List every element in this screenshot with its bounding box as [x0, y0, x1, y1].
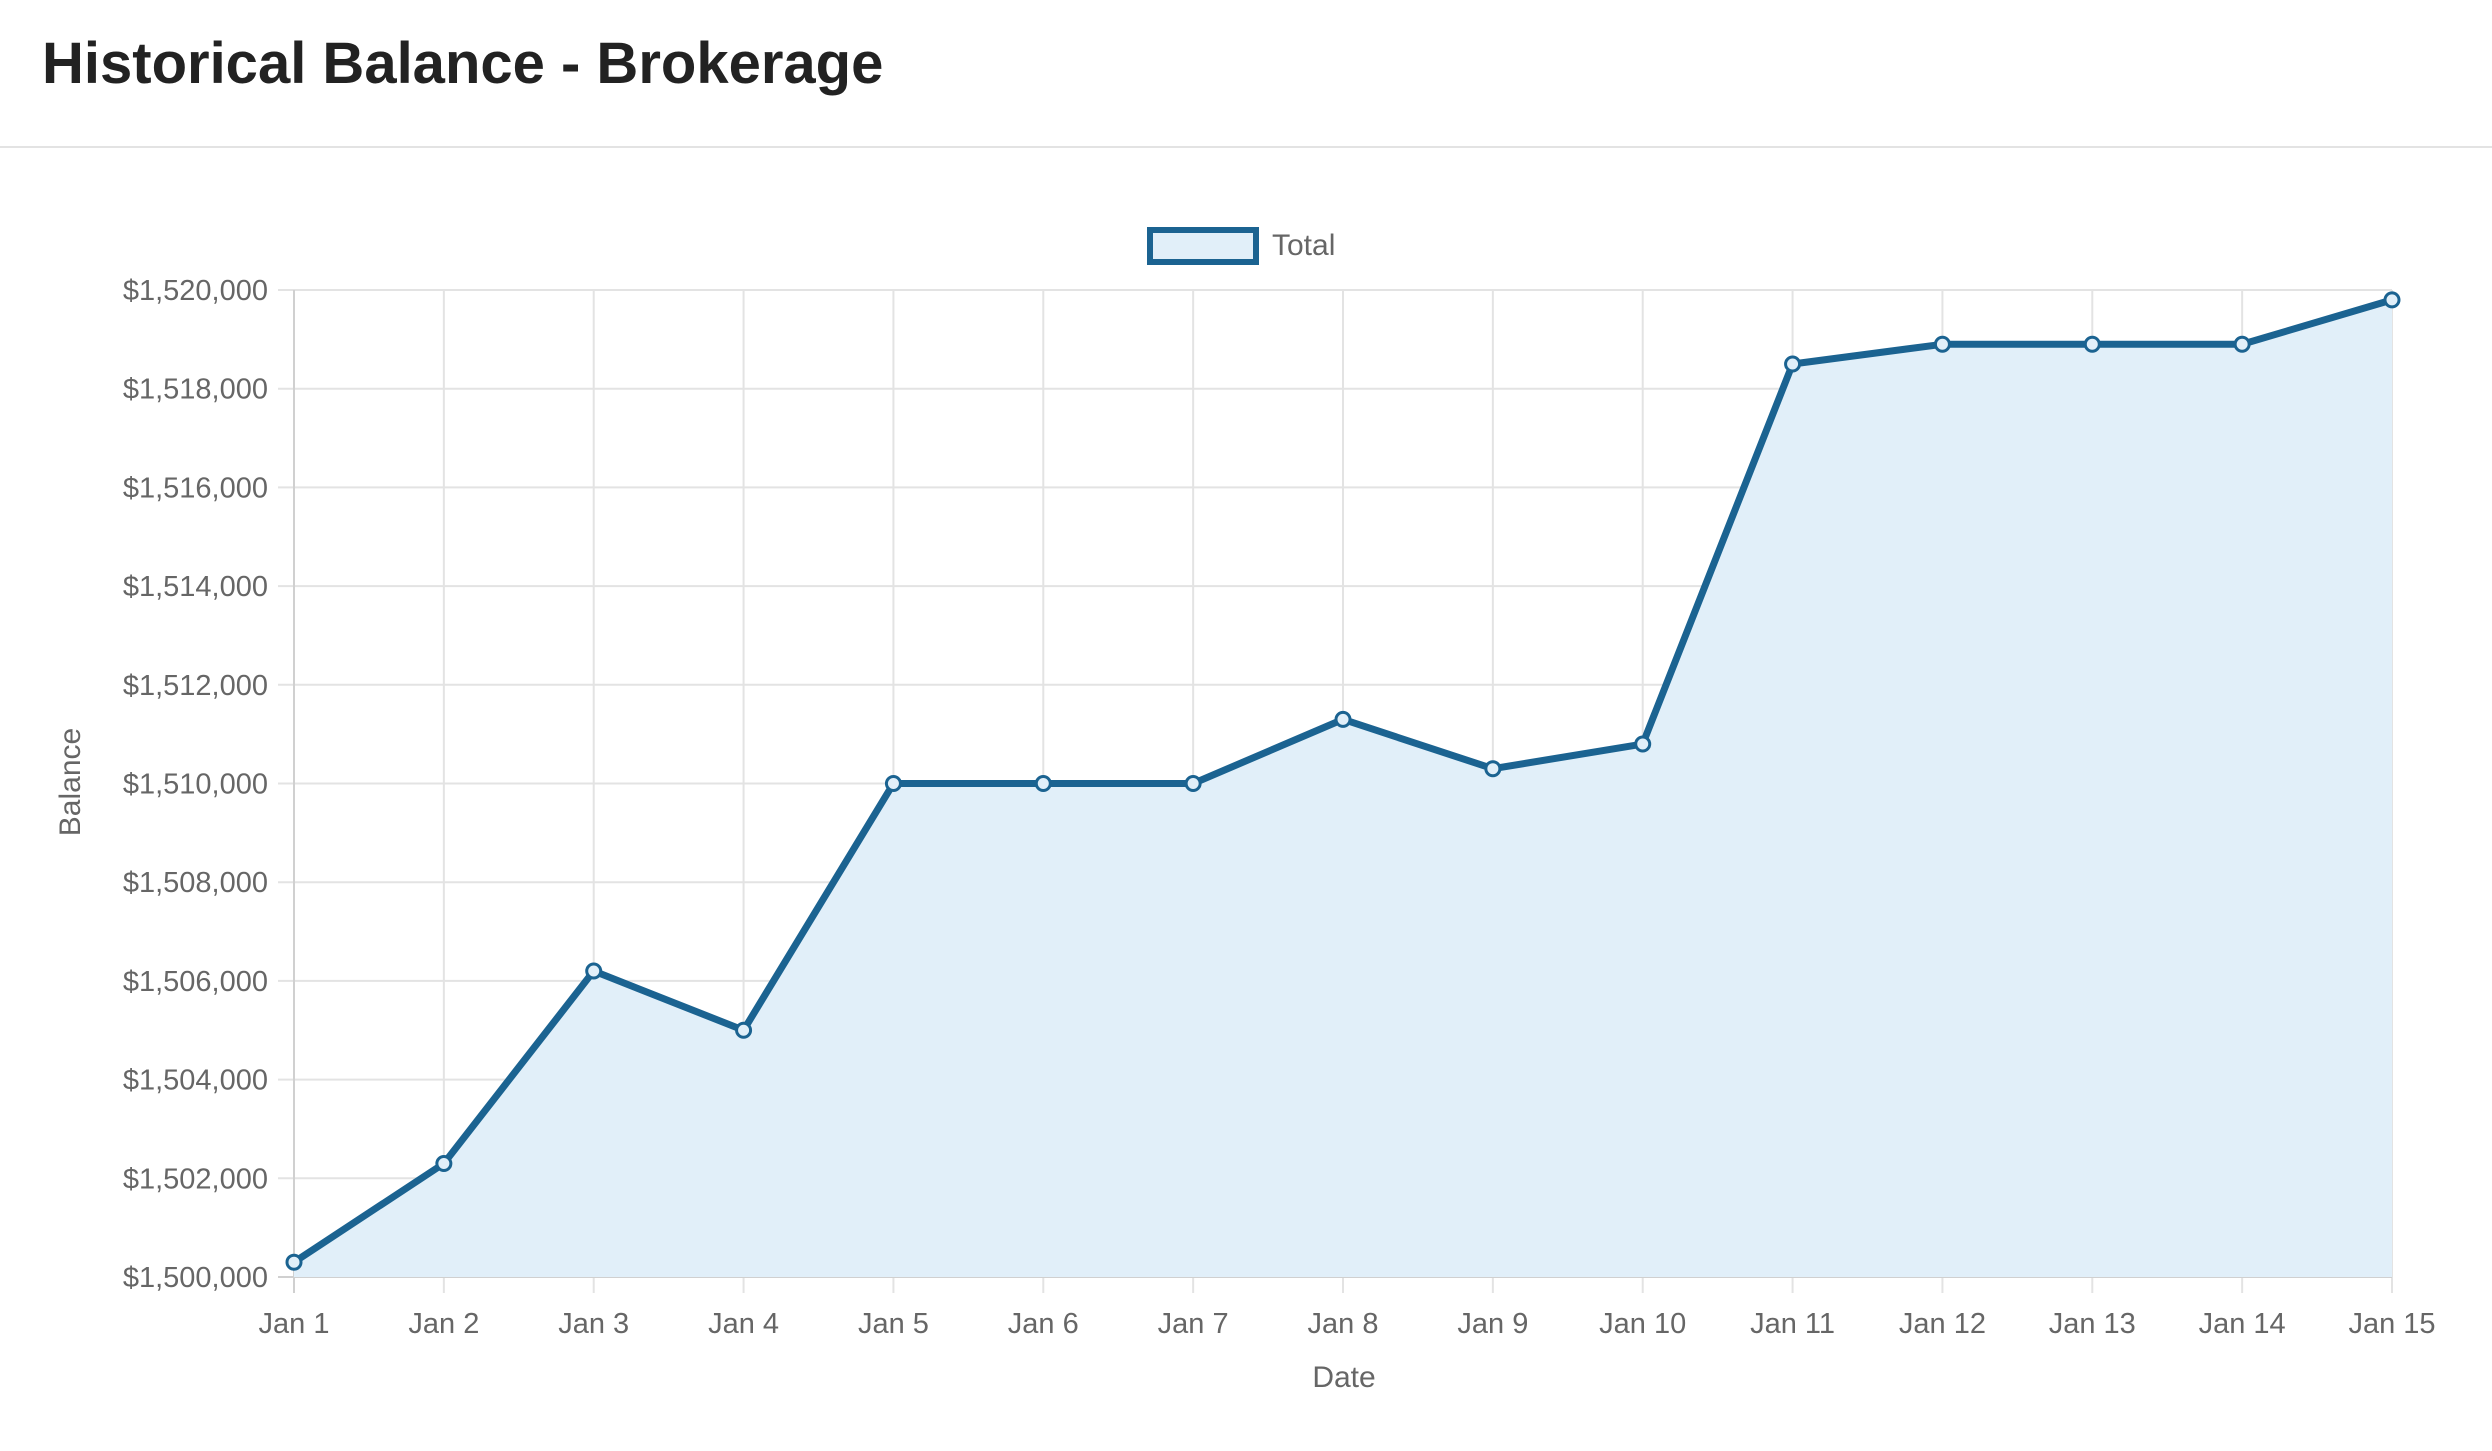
y-tick-label: $1,514,000 [123, 571, 268, 603]
data-point[interactable] [1933, 335, 1951, 353]
series-area-total [294, 299, 2392, 1277]
x-tick-label: Jan 14 [2199, 1308, 2286, 1340]
data-point[interactable] [285, 1253, 303, 1271]
y-tick-label: $1,520,000 [123, 275, 268, 307]
data-point[interactable] [2383, 291, 2401, 309]
y-tick-label: $1,516,000 [123, 472, 268, 504]
legend-swatch[interactable] [1147, 227, 1259, 265]
x-tick-label: Jan 1 [259, 1308, 330, 1340]
x-tick-label: Jan 11 [1750, 1308, 1835, 1340]
y-tick-label: $1,504,000 [123, 1065, 268, 1097]
y-tick-label: $1,512,000 [123, 670, 268, 702]
legend-label[interactable]: Total [1272, 229, 1335, 262]
x-tick-label: Jan 13 [2049, 1308, 2136, 1340]
y-tick-label: $1,510,000 [123, 769, 268, 801]
data-point[interactable] [1334, 710, 1352, 728]
x-tick-label: Jan 3 [558, 1308, 629, 1340]
x-tick-label: Jan 6 [1008, 1308, 1079, 1340]
x-tick-label: Jan 7 [1158, 1308, 1229, 1340]
x-tick-label: Jan 2 [408, 1308, 479, 1340]
data-point[interactable] [1034, 775, 1052, 792]
chart-container: $1,500,000 $1,502,000 $1,504,000 $1,506,000… [0, 150, 2492, 1446]
point-layer [285, 291, 2401, 1271]
y-axis-ticks: $1,500,000 $1,502,000 $1,504,000 $1,506,000… [123, 275, 268, 1294]
x-tick-label: Jan 9 [1457, 1308, 1528, 1340]
data-point[interactable] [884, 775, 902, 792]
x-tick-label: Jan 12 [1899, 1308, 1986, 1340]
data-point[interactable] [1184, 775, 1202, 792]
y-tick-label: $1,500,000 [123, 1262, 268, 1294]
x-tick-label: Jan 4 [708, 1308, 779, 1340]
data-point[interactable] [585, 962, 603, 980]
data-point[interactable] [435, 1154, 453, 1172]
data-point[interactable] [1484, 760, 1502, 778]
x-tick-label: Jan 15 [2348, 1308, 2435, 1340]
page-title: Historical Balance - Brokerage [42, 31, 884, 96]
x-tick-label: Jan 5 [858, 1308, 929, 1340]
y-axis-title: Balance [54, 728, 87, 836]
x-tick-label: Jan 10 [1599, 1308, 1686, 1340]
data-point[interactable] [1634, 735, 1652, 753]
y-tick-label: $1,502,000 [123, 1163, 268, 1195]
x-axis-title: Date [1312, 1361, 1375, 1394]
data-point[interactable] [1784, 355, 1802, 373]
y-tick-label: $1,518,000 [123, 374, 268, 406]
y-tick-label: $1,506,000 [123, 966, 268, 998]
chart-legend[interactable]: Total [1147, 227, 1335, 265]
data-point[interactable] [2083, 335, 2101, 353]
data-point[interactable] [2233, 335, 2251, 353]
x-tick-label: Jan 8 [1308, 1308, 1379, 1340]
y-tick-label: $1,508,000 [123, 867, 268, 899]
balance-chart: $1,500,000 $1,502,000 $1,504,000 $1,506,000… [54, 227, 2436, 1394]
area-layer [294, 299, 2392, 1277]
data-point[interactable] [735, 1021, 753, 1039]
page-header: Historical Balance - Brokerage [0, 0, 2492, 148]
x-axis-ticks: Jan 1 Jan 2 Jan 3 Jan 4 Jan 5 Jan 6 Jan 7 Jan 8… [259, 1308, 2436, 1340]
